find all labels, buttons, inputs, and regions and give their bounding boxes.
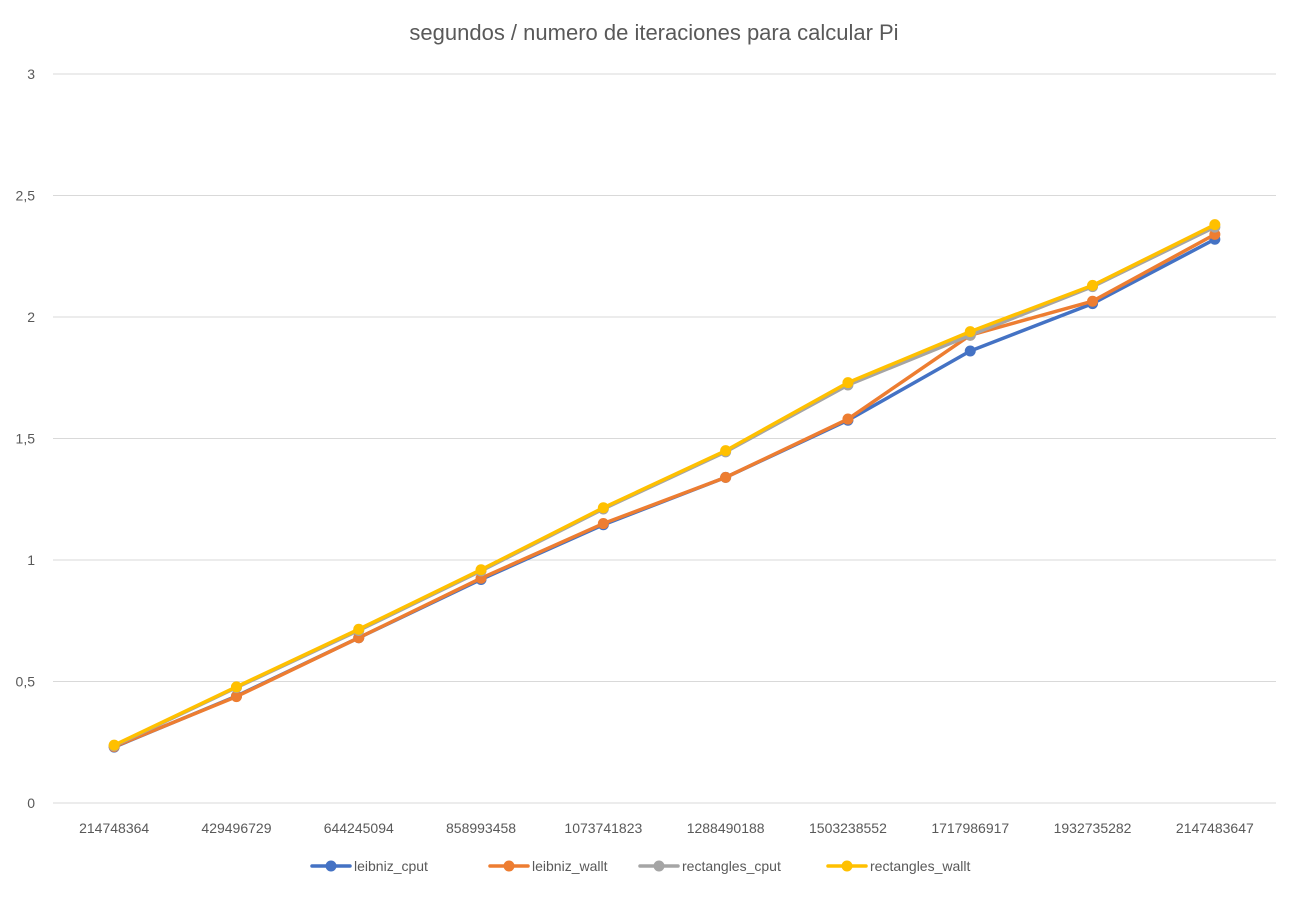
legend-label: leibniz_cput — [354, 858, 428, 874]
x-tick-label: 1717986917 — [931, 820, 1009, 836]
data-point — [475, 564, 487, 576]
data-point — [842, 413, 854, 425]
data-point — [597, 502, 609, 514]
data-point — [353, 623, 365, 635]
data-point — [230, 691, 242, 703]
legend-swatch-marker — [841, 860, 853, 872]
legend-label: rectangles_cput — [682, 858, 781, 874]
data-point — [842, 377, 854, 389]
series-leibniz-wallt — [108, 228, 1221, 753]
x-tick-label: 644245094 — [324, 820, 394, 836]
y-tick-label: 3 — [27, 66, 35, 82]
legend-item: leibniz_wallt — [488, 858, 608, 874]
legend-swatch-marker — [503, 860, 515, 872]
gridlines — [53, 73, 1276, 804]
y-tick-label: 1 — [27, 552, 35, 568]
x-tick-label: 1932735282 — [1054, 820, 1132, 836]
series-line — [112, 237, 1217, 749]
series-lines — [108, 219, 1221, 753]
data-point — [964, 345, 976, 357]
data-point — [597, 518, 609, 530]
series-rectangles-wallt — [108, 219, 1221, 751]
data-point — [720, 445, 732, 457]
legend-item: rectangles_cput — [638, 858, 781, 874]
legend-swatch-marker — [325, 860, 337, 872]
chart-title: segundos / numero de iteraciones para ca… — [409, 20, 898, 45]
series-line — [112, 232, 1217, 749]
x-tick-label: 1288490188 — [687, 820, 765, 836]
y-tick-label: 2 — [27, 309, 35, 325]
data-point — [1087, 279, 1099, 291]
legend-label: leibniz_wallt — [532, 858, 608, 874]
x-tick-label: 214748364 — [79, 820, 149, 836]
x-axis-ticks: 214748364 429496729 644245094 858993458 1073… — [79, 820, 1254, 836]
legend: leibniz_cput leibniz_wallt rectangles_cput… — [310, 858, 970, 874]
x-tick-label: 429496729 — [201, 820, 271, 836]
y-axis-ticks: 0 0,5 1 1,5 2 2,5 3 — [16, 66, 36, 811]
data-point — [964, 326, 976, 338]
x-tick-label: 2147483647 — [1176, 820, 1254, 836]
data-point — [230, 681, 242, 693]
data-point — [720, 471, 732, 483]
y-tick-label: 2,5 — [16, 188, 36, 204]
y-tick-label: 0 — [27, 795, 35, 811]
x-tick-label: 1073741823 — [564, 820, 642, 836]
x-tick-label: 858993458 — [446, 820, 516, 836]
legend-label: rectangles_wallt — [870, 858, 970, 874]
data-point — [1087, 295, 1099, 307]
data-point — [1209, 219, 1221, 231]
legend-swatch-marker — [653, 860, 665, 872]
data-point — [108, 739, 120, 751]
legend-item: leibniz_cput — [310, 858, 428, 874]
y-tick-label: 0,5 — [16, 674, 36, 690]
series-line — [112, 222, 1217, 747]
x-tick-label: 1503238552 — [809, 820, 887, 836]
legend-item: rectangles_wallt — [826, 858, 970, 874]
y-tick-label: 1,5 — [16, 431, 36, 447]
